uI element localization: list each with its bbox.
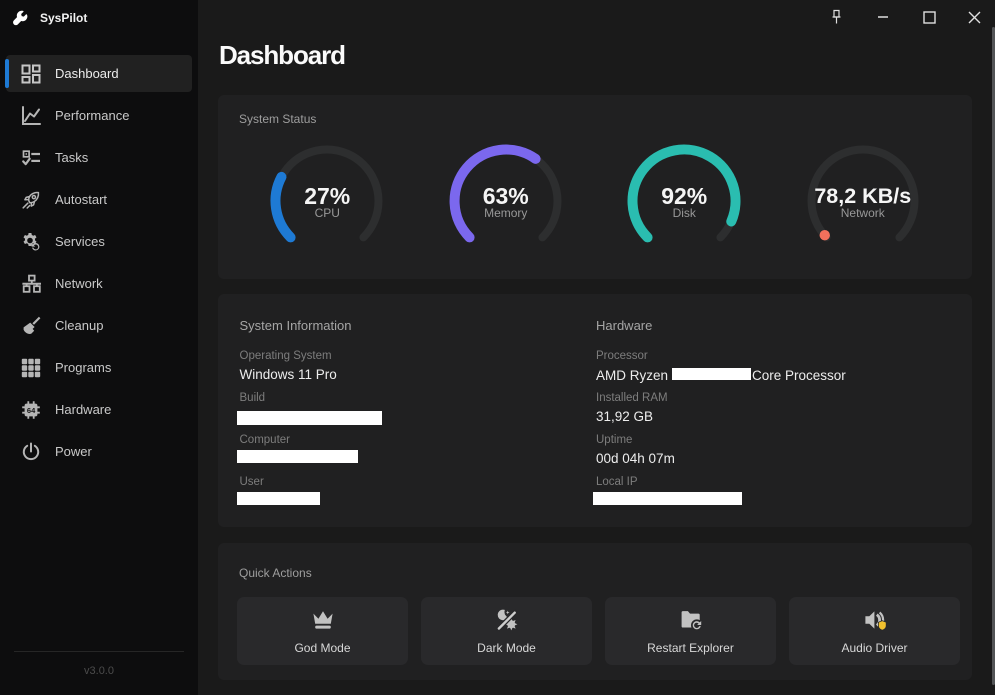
svg-text:64: 64 (27, 405, 36, 414)
